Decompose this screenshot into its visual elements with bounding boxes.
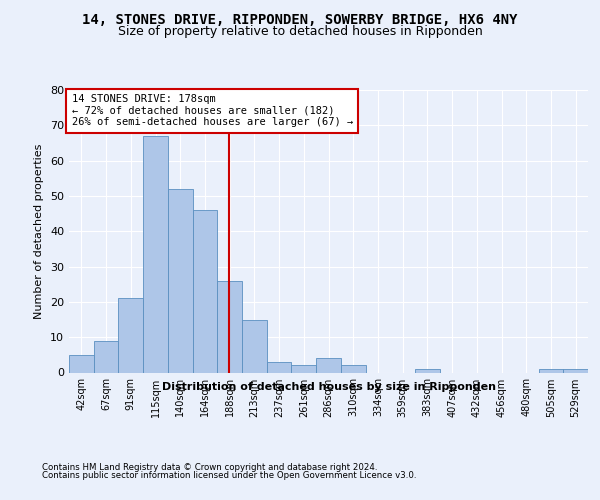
Bar [242,320,267,372]
Text: 14, STONES DRIVE, RIPPONDEN, SOWERBY BRIDGE, HX6 4NY: 14, STONES DRIVE, RIPPONDEN, SOWERBY BRI… [82,12,518,26]
Bar [415,369,440,372]
Bar [539,369,563,372]
Y-axis label: Number of detached properties: Number of detached properties [34,144,44,319]
Text: Size of property relative to detached houses in Ripponden: Size of property relative to detached ho… [118,24,482,38]
Bar [316,358,341,372]
Bar [69,355,94,372]
Text: Contains HM Land Registry data © Crown copyright and database right 2024.: Contains HM Land Registry data © Crown c… [42,462,377,471]
Bar [341,366,365,372]
Bar [94,340,118,372]
Bar [563,369,588,372]
Text: Contains public sector information licensed under the Open Government Licence v3: Contains public sector information licen… [42,471,416,480]
Bar [143,136,168,372]
Bar [292,366,316,372]
Text: Distribution of detached houses by size in Ripponden: Distribution of detached houses by size … [162,382,496,392]
Bar [217,280,242,372]
Bar [168,189,193,372]
Text: 14 STONES DRIVE: 178sqm
← 72% of detached houses are smaller (182)
26% of semi-d: 14 STONES DRIVE: 178sqm ← 72% of detache… [71,94,353,128]
Bar [118,298,143,372]
Bar [193,210,217,372]
Bar [267,362,292,372]
